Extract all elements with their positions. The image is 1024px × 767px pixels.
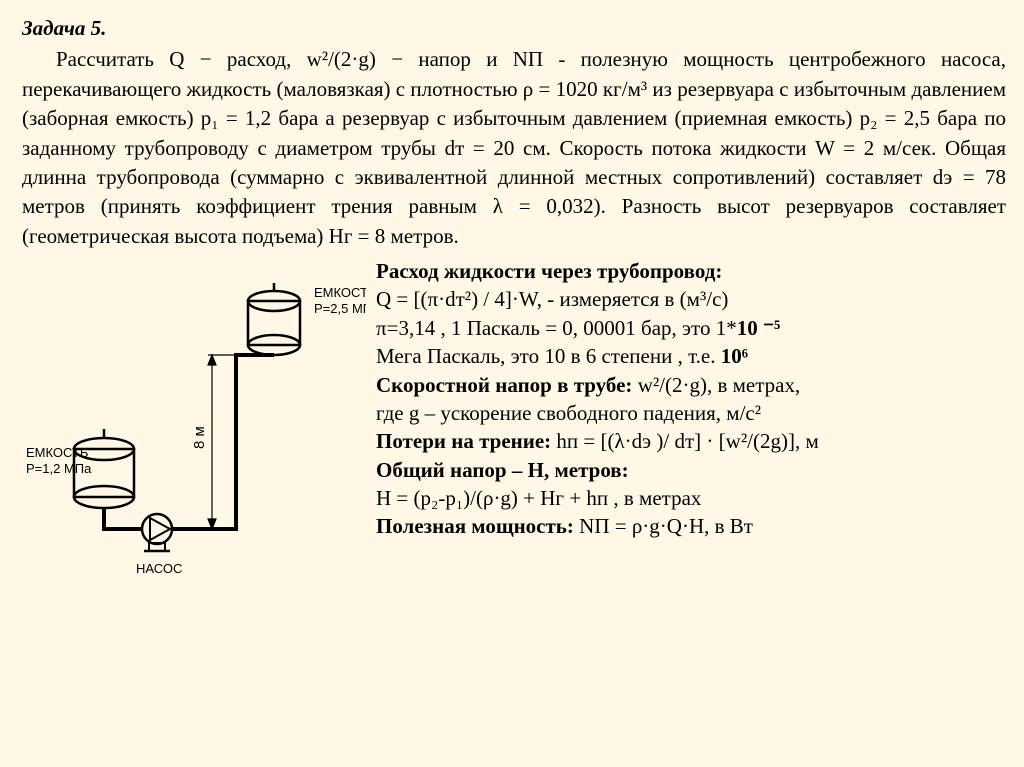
power-heading: Полезная мощность: <box>376 514 574 538</box>
tank2-label-1: ЕМКОСТЬ <box>314 285 366 300</box>
power-formula: NП = ρ·g·Q·H, в Вт <box>574 514 753 538</box>
friction-loss-heading: Потери на трение: <box>376 429 551 453</box>
pump-label: НАСОС <box>136 561 182 576</box>
flow-diagram: ЕМКОСТЬ P=2,5 МПа ЕМКОСТЬ P=1,2 МПа <box>22 257 376 587</box>
height-label: 8 м <box>191 426 208 449</box>
velocity-head-heading: Скоростной напор в трубе: <box>376 373 632 397</box>
tank2-label-2: P=2,5 МПа <box>314 301 366 316</box>
flow-formula: Q = [(π·dт²) / 4]·W, - измеряется в (м³/… <box>376 285 1006 313</box>
friction-loss-formula: hп = [(λ·dэ )/ dт] · [w²/(2g)], м <box>551 429 819 453</box>
exp-minus5: 10 ⁻⁵ <box>737 316 781 340</box>
height-dimension-icon <box>208 355 246 529</box>
velocity-head-formula: w²/(2·g), в метрах, <box>632 373 800 397</box>
total-head-heading: Общий напор – H, метров: <box>376 458 629 482</box>
flow-heading: Расход жидкости через трубопровод: <box>376 259 722 283</box>
total-head-formula: H = (p₂-p₁)/(ρ·g) + Hг + hп , в метрах <box>376 484 1006 512</box>
formula-block: Расход жидкости через трубопровод: Q = [… <box>376 257 1006 587</box>
exp-6: 10⁶ <box>721 344 748 368</box>
g-note: где g – ускорение свободного падения, м/… <box>376 399 1006 427</box>
pump-icon <box>142 514 172 551</box>
pascal-note-1: π=3,14 , 1 Паскаль = 0, 00001 бар, это 1… <box>376 316 737 340</box>
receiving-tank-icon <box>248 283 300 355</box>
tank1-label-2: P=1,2 МПа <box>26 461 92 476</box>
problem-title: Задача 5. <box>22 14 1006 43</box>
problem-statement: Рассчитать Q − расход, w²/(2·g) − напор … <box>22 45 1006 251</box>
tank1-label-1: ЕМКОСТЬ <box>26 445 88 460</box>
mega-pascal-note: Мега Паскаль, это 10 в 6 степени , т.е. <box>376 344 721 368</box>
